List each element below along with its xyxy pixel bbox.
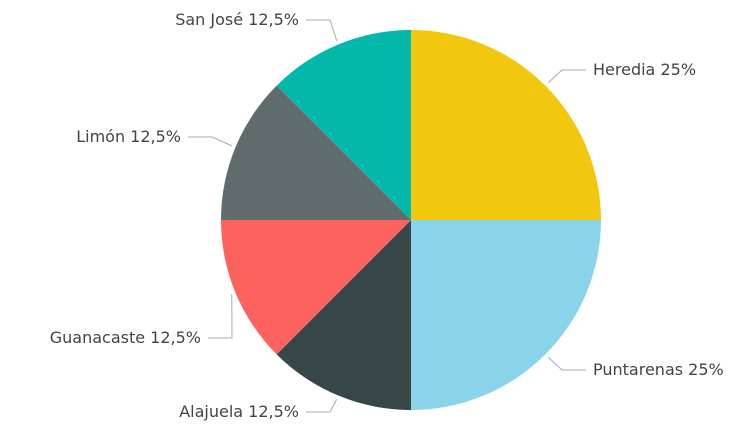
slice-label: San José 12,5% <box>175 10 299 29</box>
slice-label: Alajuela 12,5% <box>179 402 299 421</box>
leader-line <box>306 19 338 41</box>
pie-slice <box>411 30 601 220</box>
slice-value: 12,5% <box>248 402 299 421</box>
pie-slice <box>221 85 411 220</box>
slice-category: Limón <box>76 127 125 146</box>
slice-category: Guanacaste <box>50 328 145 347</box>
pie-slice <box>276 220 411 410</box>
slice-category: Heredia <box>593 60 655 79</box>
pie-slice <box>221 220 411 355</box>
slice-value: 25% <box>660 60 696 79</box>
slice-category: Alajuela <box>179 402 243 421</box>
slice-category: San José <box>175 10 243 29</box>
slice-label: Guanacaste 12,5% <box>50 328 201 347</box>
slice-label: Puntarenas 25% <box>593 360 724 379</box>
slice-label: Heredia 25% <box>593 60 696 79</box>
slice-category: Puntarenas <box>593 360 683 379</box>
slice-value: 12,5% <box>248 10 299 29</box>
leader-line <box>547 69 586 84</box>
leader-line <box>547 356 586 371</box>
pie-slice <box>276 30 411 220</box>
slice-value: 12,5% <box>130 127 181 146</box>
leader-line <box>188 136 232 147</box>
leader-line <box>208 294 233 339</box>
leader-line <box>306 398 338 413</box>
slice-value: 12,5% <box>150 328 201 347</box>
pie-slice <box>411 220 601 410</box>
slice-value: 25% <box>688 360 724 379</box>
slice-label: Limón 12,5% <box>76 127 181 146</box>
